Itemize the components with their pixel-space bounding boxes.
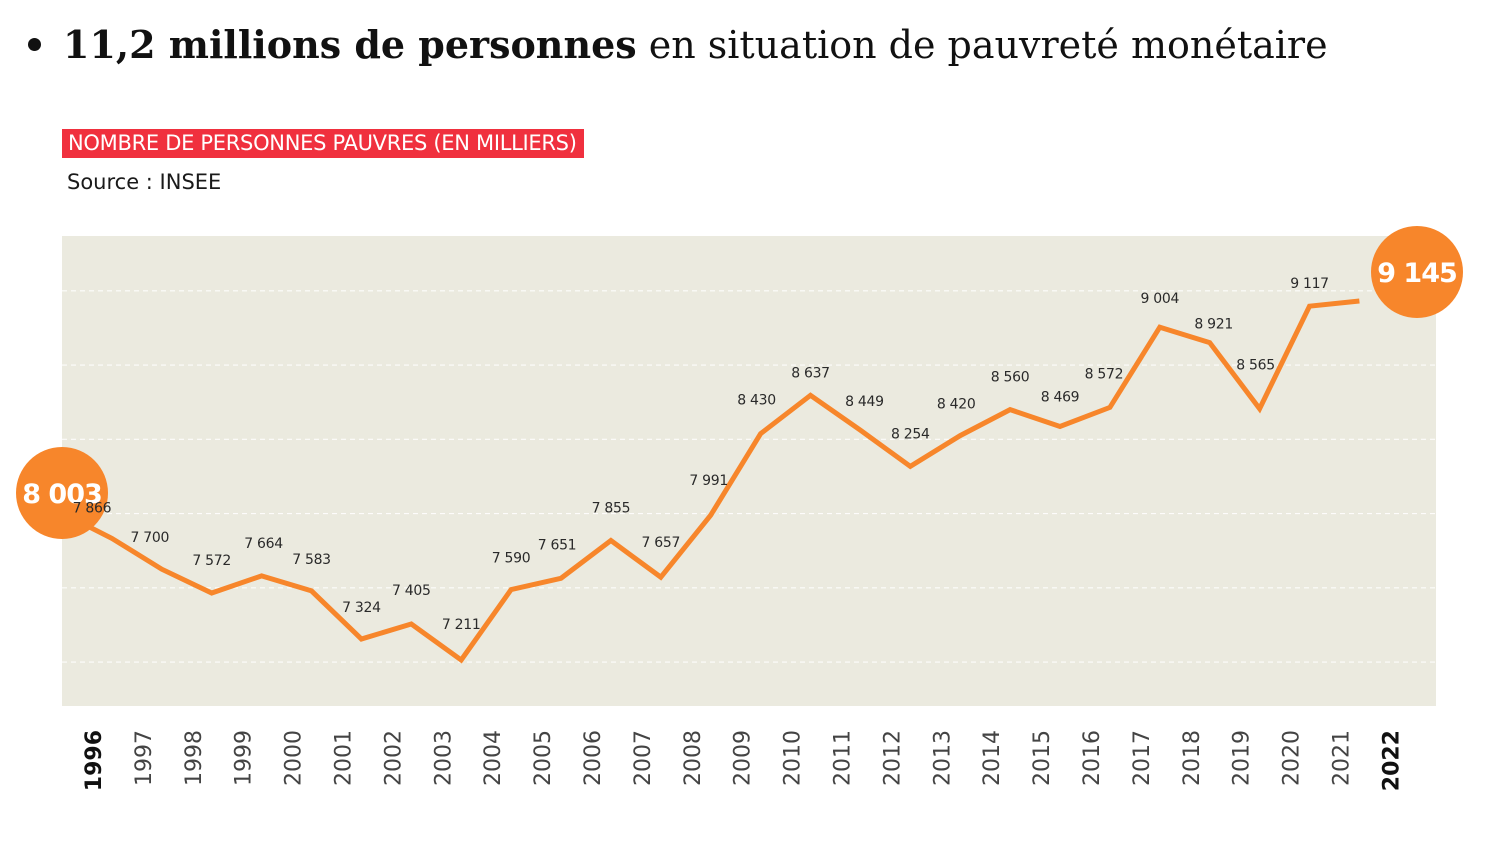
data-label: 8 921 xyxy=(1194,317,1233,333)
data-label: 7 855 xyxy=(592,500,631,516)
x-tick-label: 2021 xyxy=(1330,730,1355,786)
x-tick-label: 2022 xyxy=(1379,730,1404,791)
x-tick-label: 2015 xyxy=(1030,730,1055,786)
x-tick-label: 2002 xyxy=(381,730,406,786)
x-tick-label: 2007 xyxy=(631,730,656,786)
x-tick-label: 1998 xyxy=(182,730,207,786)
data-label: 8 560 xyxy=(991,370,1030,386)
headline: 11,2 millions de personnes en situation … xyxy=(28,22,1328,67)
data-label: 7 700 xyxy=(131,530,170,546)
bullet-icon xyxy=(28,38,41,51)
x-tick-label: 2019 xyxy=(1230,730,1255,786)
headline-bold: 11,2 millions de personnes xyxy=(63,22,637,67)
chart-title: NOMBRE DE PERSONNES PAUVRES (EN MILLIERS… xyxy=(62,129,584,158)
x-tick-label: 1999 xyxy=(232,730,257,786)
plot-area xyxy=(62,236,1436,706)
data-label: 7 991 xyxy=(689,473,728,489)
data-label: 8 572 xyxy=(1085,366,1124,382)
x-tick-label: 2011 xyxy=(831,730,856,786)
data-label: 7 657 xyxy=(642,535,681,551)
highlight-badge xyxy=(1371,226,1463,318)
data-label: 7 211 xyxy=(442,617,481,633)
data-label: 8 637 xyxy=(791,365,830,381)
x-tick-label: 2014 xyxy=(980,730,1005,786)
data-label: 7 405 xyxy=(392,583,431,599)
data-label: 8 254 xyxy=(891,426,930,442)
chart-source: Source : INSEE xyxy=(67,170,222,194)
x-tick-label: 2020 xyxy=(1280,730,1305,786)
data-label: 7 583 xyxy=(292,552,331,568)
data-label: 8 565 xyxy=(1236,358,1275,374)
x-tick-label: 1996 xyxy=(82,730,107,791)
headline-rest: en situation de pauvreté monétaire xyxy=(636,23,1328,67)
data-label: 7 866 xyxy=(73,500,112,516)
x-tick-label: 2001 xyxy=(332,730,357,786)
x-tick-label: 2005 xyxy=(531,730,556,786)
data-label: 7 590 xyxy=(492,551,531,567)
data-label: 7 664 xyxy=(244,536,283,552)
highlight-badge xyxy=(16,447,108,539)
data-label: 8 420 xyxy=(937,397,976,413)
x-tick-label: 2016 xyxy=(1080,730,1105,786)
data-label: 7 324 xyxy=(342,600,381,616)
x-tick-label: 2010 xyxy=(781,730,806,786)
x-tick-label: 2013 xyxy=(930,730,955,786)
data-label: 9 117 xyxy=(1290,276,1329,292)
x-tick-label: 2008 xyxy=(681,730,706,786)
data-label: 8 449 xyxy=(845,394,884,410)
x-tick-label: 2000 xyxy=(282,730,307,786)
x-tick-label: 2018 xyxy=(1180,730,1205,786)
x-tick-label: 2004 xyxy=(481,730,506,786)
x-tick-label: 2017 xyxy=(1130,730,1155,786)
data-label-highlight: 8 003 xyxy=(22,479,102,510)
x-tick-label: 2009 xyxy=(731,730,756,786)
x-tick-label: 1997 xyxy=(132,730,157,786)
x-tick-label: 2012 xyxy=(880,730,905,786)
data-label: 7 572 xyxy=(192,553,231,569)
data-label-highlight: 9 145 xyxy=(1377,258,1457,289)
data-label: 7 651 xyxy=(538,537,577,553)
data-label: 8 430 xyxy=(737,393,776,409)
x-tick-label: 2006 xyxy=(581,730,606,786)
data-label: 9 004 xyxy=(1141,291,1180,307)
data-label: 8 469 xyxy=(1041,389,1080,405)
series-line xyxy=(60,298,1360,664)
x-tick-label: 2003 xyxy=(431,730,456,786)
